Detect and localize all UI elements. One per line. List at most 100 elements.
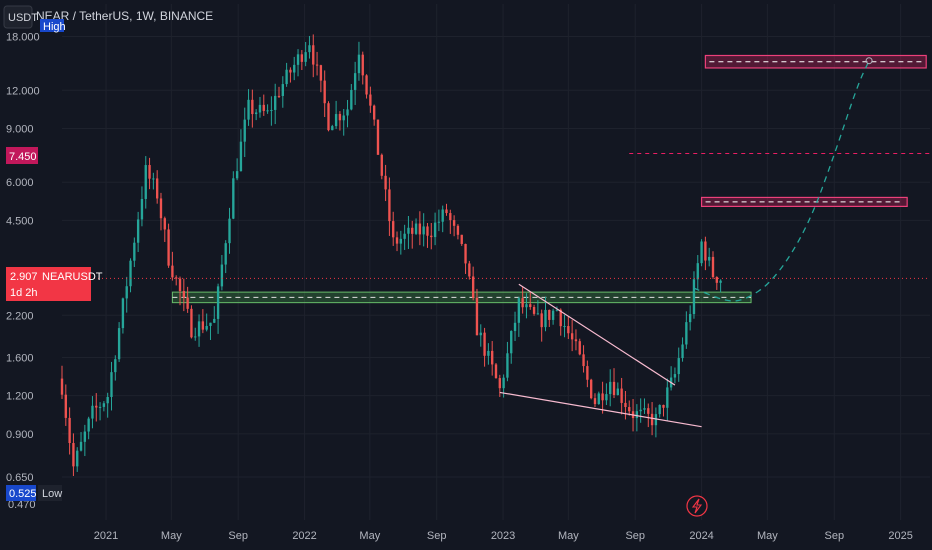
candle-body[interactable] xyxy=(102,403,106,407)
candle-body[interactable] xyxy=(536,313,540,315)
candle-body[interactable] xyxy=(60,378,64,395)
candle-body[interactable] xyxy=(350,89,353,110)
candle-body[interactable] xyxy=(64,394,67,418)
candle-body[interactable] xyxy=(254,112,258,115)
candle-body[interactable] xyxy=(532,307,536,314)
candle-body[interactable] xyxy=(152,178,155,180)
candle-body[interactable] xyxy=(460,234,463,244)
candle-body[interactable] xyxy=(589,379,593,399)
candle-body[interactable] xyxy=(91,405,94,419)
candle-body[interactable] xyxy=(540,313,543,328)
candle-body[interactable] xyxy=(422,226,425,235)
candle-body[interactable] xyxy=(136,219,140,243)
candle-body[interactable] xyxy=(395,237,399,244)
candle-body[interactable] xyxy=(83,431,87,442)
candle-body[interactable] xyxy=(247,99,250,120)
candle-body[interactable] xyxy=(258,104,262,113)
lightning-event-circle[interactable] xyxy=(686,495,708,517)
candle-body[interactable] xyxy=(190,308,193,338)
candle-body[interactable] xyxy=(213,318,216,323)
candle-body[interactable] xyxy=(643,408,646,410)
candle-body[interactable] xyxy=(612,381,616,396)
candle-body[interactable] xyxy=(392,221,395,238)
candle-body[interactable] xyxy=(719,280,722,283)
candle-body[interactable] xyxy=(148,165,151,179)
candle-body[interactable] xyxy=(677,358,680,375)
candle-body[interactable] xyxy=(555,309,559,311)
candle-body[interactable] xyxy=(688,314,692,323)
candle-body[interactable] xyxy=(121,298,125,329)
candle-body[interactable] xyxy=(95,405,98,408)
candle-body[interactable] xyxy=(441,209,444,222)
candle-body[interactable] xyxy=(414,223,418,234)
candle-body[interactable] xyxy=(468,263,471,277)
candle-body[interactable] xyxy=(628,407,631,412)
currency-button-box[interactable] xyxy=(3,5,33,29)
lightning-event-icon[interactable] xyxy=(686,495,708,517)
candle-body[interactable] xyxy=(117,328,121,360)
candle-body[interactable] xyxy=(334,114,338,127)
candle-body[interactable] xyxy=(449,213,452,221)
candle-body[interactable] xyxy=(418,223,422,235)
candle-body[interactable] xyxy=(620,388,623,403)
candle-body[interactable] xyxy=(384,175,387,190)
candle-body[interactable] xyxy=(232,178,235,219)
candle-body[interactable] xyxy=(285,69,288,85)
candle-body[interactable] xyxy=(361,54,364,76)
candle-body[interactable] xyxy=(437,221,441,223)
candle-body[interactable] xyxy=(270,109,273,111)
candle-body[interactable] xyxy=(647,408,650,414)
candle-body[interactable] xyxy=(308,45,311,53)
candle-body[interactable] xyxy=(205,325,208,330)
candle-body[interactable] xyxy=(559,309,562,327)
candle-body[interactable] xyxy=(106,397,109,404)
candle-body[interactable] xyxy=(517,298,521,323)
candle-body[interactable] xyxy=(487,350,490,356)
candle-body[interactable] xyxy=(403,233,406,239)
candle-body[interactable] xyxy=(216,286,220,319)
candle-body[interactable] xyxy=(510,331,513,354)
candle-body[interactable] xyxy=(346,109,349,116)
candle-body[interactable] xyxy=(388,189,391,222)
candle-body[interactable] xyxy=(133,242,136,261)
candle-body[interactable] xyxy=(353,73,357,90)
candle-body[interactable] xyxy=(125,286,128,299)
candle-body[interactable] xyxy=(681,344,684,359)
candle-body[interactable] xyxy=(662,404,665,408)
candle-body[interactable] xyxy=(639,409,642,412)
candle-body[interactable] xyxy=(513,322,517,332)
candle-body[interactable] xyxy=(464,243,467,264)
candle-body[interactable] xyxy=(327,103,330,131)
candle-body[interactable] xyxy=(304,52,307,62)
candle-body[interactable] xyxy=(323,80,326,104)
candle-body[interactable] xyxy=(319,65,323,81)
candle-body[interactable] xyxy=(251,99,254,115)
candle-body[interactable] xyxy=(274,95,277,110)
currency-button[interactable]: USDT xyxy=(8,12,38,24)
candle-body[interactable] xyxy=(76,450,79,467)
candle-body[interactable] xyxy=(650,413,654,426)
candle-body[interactable] xyxy=(369,94,372,106)
candle-body[interactable] xyxy=(144,165,147,199)
candle-body[interactable] xyxy=(456,225,460,235)
candle-body[interactable] xyxy=(525,304,528,308)
candle-body[interactable] xyxy=(548,309,551,320)
candle-body[interactable] xyxy=(715,277,718,283)
candle-body[interactable] xyxy=(186,297,189,309)
candle-body[interactable] xyxy=(654,414,658,426)
candle-body[interactable] xyxy=(506,353,509,378)
candle-body[interactable] xyxy=(293,64,296,73)
candle-body[interactable] xyxy=(201,321,205,330)
candle-body[interactable] xyxy=(266,110,269,112)
candle-body[interactable] xyxy=(570,333,574,340)
candle-body[interactable] xyxy=(494,364,498,379)
candle-body[interactable] xyxy=(129,260,132,287)
candle-body[interactable] xyxy=(498,378,501,389)
candle-body[interactable] xyxy=(666,387,669,408)
candle-body[interactable] xyxy=(471,276,475,298)
candle-body[interactable] xyxy=(574,339,578,342)
candle-body[interactable] xyxy=(551,310,555,320)
candle-body[interactable] xyxy=(426,226,429,236)
candle-body[interactable] xyxy=(491,350,494,365)
